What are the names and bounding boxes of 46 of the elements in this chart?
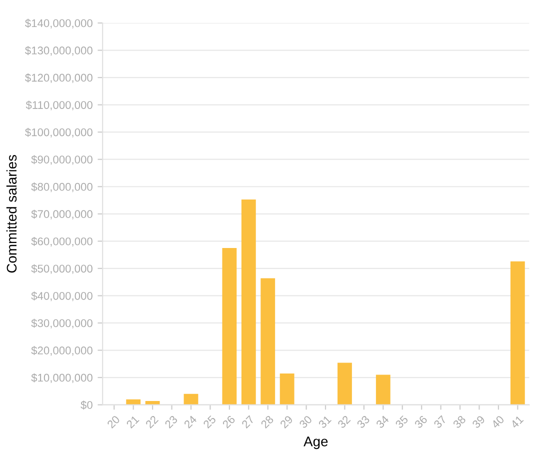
- y-tick-label: $120,000,000: [25, 73, 92, 83]
- x-tick-label: 35: [394, 415, 409, 429]
- y-tick-label: $20,000,000: [31, 346, 92, 356]
- y-tick-label: $140,000,000: [25, 18, 92, 28]
- y-tick-label: $130,000,000: [25, 46, 92, 56]
- bar: [376, 374, 390, 405]
- x-tick-label: 37: [433, 415, 447, 429]
- x-tick-label: 29: [280, 415, 294, 429]
- x-tick-label: 36: [414, 415, 428, 429]
- y-tick-label: $60,000,000: [31, 236, 92, 247]
- y-tick-label: $0: [80, 400, 92, 410]
- bar: [338, 362, 352, 405]
- y-tick-label: $70,000,000: [31, 210, 92, 220]
- bar: [280, 373, 294, 405]
- x-tick-label: 33: [356, 415, 370, 429]
- x-tick-label: 21: [126, 415, 140, 429]
- x-tick-label: 26: [222, 415, 236, 429]
- x-tick-label: 38: [452, 415, 466, 429]
- x-tick-label: 23: [164, 415, 178, 429]
- x-tick-label: 28: [260, 415, 274, 429]
- bar: [241, 199, 256, 405]
- x-tick-label: 32: [337, 415, 351, 429]
- x-tick-label: 22: [145, 415, 159, 429]
- y-tick-label: $10,000,000: [31, 373, 92, 383]
- y-tick-label: $100,000,000: [25, 128, 92, 138]
- bar: [222, 248, 237, 405]
- x-tick-label: 40: [490, 415, 505, 429]
- x-tick-label: 34: [376, 414, 390, 429]
- x-tick-label: 41: [510, 415, 524, 429]
- y-axis-title: Committed salaries: [6, 154, 17, 273]
- x-tick-label: 30: [298, 415, 312, 429]
- y-tick-label: $80,000,000: [31, 182, 92, 192]
- x-tick-label: 20: [106, 415, 120, 429]
- x-tick-label: 39: [472, 415, 486, 429]
- x-axis-title: Age: [304, 436, 328, 450]
- bar: [510, 261, 525, 405]
- x-tick-label: 31: [318, 415, 332, 429]
- x-tick-label: 24: [184, 414, 198, 429]
- bar: [260, 278, 276, 405]
- y-tick-label: $50,000,000: [31, 264, 92, 274]
- y-tick-label: $110,000,000: [26, 100, 92, 110]
- x-tick-label: 25: [202, 415, 216, 429]
- y-tick-label: $30,000,000: [31, 318, 92, 328]
- y-tick-label: $90,000,000: [31, 155, 92, 165]
- x-tick-label: 27: [241, 415, 255, 429]
- y-tick-label: $40,000,000: [31, 292, 92, 302]
